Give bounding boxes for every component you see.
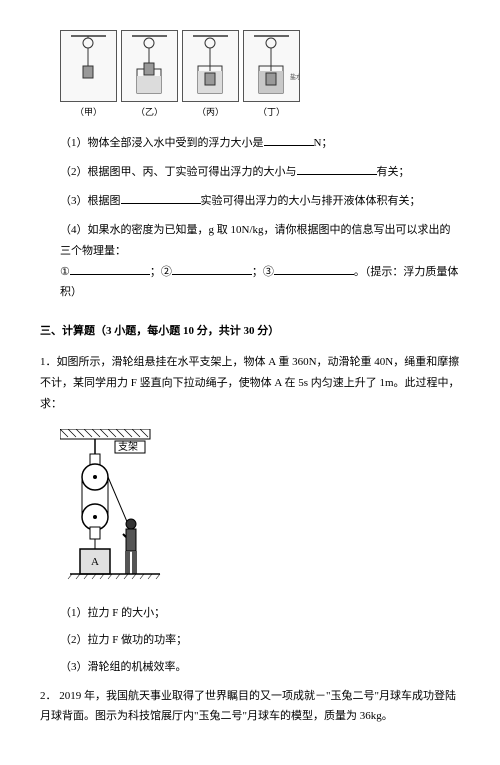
- blank: [297, 162, 377, 175]
- fig-container: 盐水 （丁）: [243, 30, 300, 121]
- q1-text: （1）物体全部浸入水中受到的浮力大小是: [60, 137, 264, 149]
- fig-jia: [60, 30, 117, 102]
- fig-label-3: （丁）: [243, 104, 300, 121]
- fig-bing: [182, 30, 239, 102]
- q3-text: （3）根据图: [60, 195, 121, 207]
- fig-container: （乙）: [121, 30, 178, 121]
- fig-label-0: （甲）: [60, 104, 117, 121]
- svg-text:支架: 支架: [118, 441, 138, 453]
- fig-label-1: （乙）: [121, 104, 178, 121]
- pulley-figure: 支架 A: [60, 429, 180, 589]
- fig-yi: [121, 30, 178, 102]
- q4-b3: ；③: [252, 266, 274, 278]
- q4-b2: ；②: [150, 266, 172, 278]
- blank: [70, 262, 150, 275]
- problem-1: 1．如图所示，滑轮组悬挂在水平支架上，物体 A 重 360N，动滑轮重 40N，…: [40, 352, 460, 415]
- experiment-figures: （甲） （乙） （丙）: [60, 30, 460, 121]
- q3-tail: 实验可得出浮力的大小与排开液体体积有关；: [201, 195, 421, 207]
- problem-2: 2． 2019 年，我国航天事业取得了世界瞩目的又一项成就－"玉兔二号"月球车成…: [40, 686, 460, 728]
- blank: [172, 262, 252, 275]
- question-2: （2）根据图甲、丙、丁实验可得出浮力的大小与 有关；: [60, 162, 460, 183]
- q2-text: （2）根据图甲、丙、丁实验可得出浮力的大小与: [60, 166, 297, 178]
- fig-container: （丙）: [182, 30, 239, 121]
- p1-q2: （2）拉力 F 做功的功率；: [60, 630, 460, 651]
- fig-label-2: （丙）: [182, 104, 239, 121]
- svg-text:A: A: [91, 556, 99, 568]
- section-3-header: 三、计算题（3 小题，每小题 10 分，共计 30 分）: [40, 321, 460, 342]
- fig-ding: 盐水: [243, 30, 300, 102]
- fig-container: （甲）: [60, 30, 117, 121]
- p1-q1: （1）拉力 F 的大小；: [60, 603, 460, 624]
- q4-text: （4）如果水的密度为已知量，g 取 10N/kg，请你根据图中的信息写出可以求出…: [60, 224, 451, 257]
- q1-unit: N；: [314, 137, 333, 149]
- question-3: （3）根据图 实验可得出浮力的大小与排开液体体积有关；: [60, 191, 460, 212]
- q2-tail: 有关；: [377, 166, 410, 178]
- p1-q3: （3）滑轮组的机械效率。: [60, 657, 460, 678]
- question-4: （4）如果水的密度为已知量，g 取 10N/kg，请你根据图中的信息写出可以求出…: [60, 220, 460, 304]
- blank: [121, 191, 201, 204]
- q4-b1: ①: [60, 266, 70, 278]
- svg-text:盐水: 盐水: [290, 73, 299, 81]
- blank: [264, 133, 314, 146]
- blank: [274, 262, 354, 275]
- question-1: （1）物体全部浸入水中受到的浮力大小是 N；: [60, 133, 460, 154]
